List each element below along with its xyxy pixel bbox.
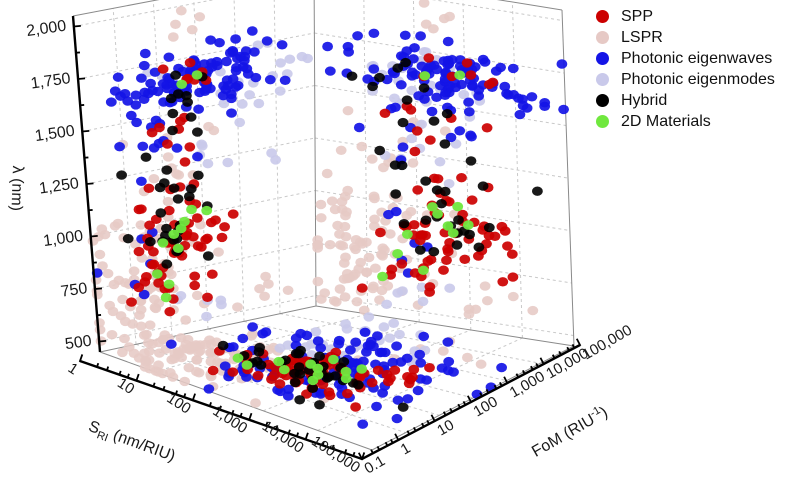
legend-item-2d-materials: 2D Materials: [596, 111, 775, 132]
lambda-title-text: λ (nm): [7, 165, 27, 212]
svg-text:100,000: 100,000: [580, 322, 635, 364]
legend-item-lspr: LSPR: [596, 27, 775, 48]
legend-label-photonic-eigenwaves: Photonic eigenwaves: [621, 49, 773, 67]
legend-swatch-2d-materials-icon: [596, 115, 609, 128]
svg-text:500: 500: [64, 333, 93, 354]
legend-swatch-spp-icon: [596, 10, 609, 23]
svg-text:1: 1: [398, 440, 414, 459]
svg-text:1,750: 1,750: [30, 70, 72, 92]
fom-axis-ticks: [357, 338, 582, 461]
svg-text:100,000: 100,000: [308, 433, 363, 477]
legend-label-spp: SPP: [621, 7, 654, 25]
legend: SPP LSPR Photonic eigenwaves Photonic ei…: [596, 6, 775, 132]
legend-swatch-lspr-icon: [596, 31, 609, 44]
lambda-axis-labels: 500 750 1,000 1,250 1,500 1,750 2,000: [25, 18, 93, 354]
legend-label-photonic-eigenmodes: Photonic eigenmodes: [621, 70, 775, 88]
legend-item-hybrid: Hybrid: [596, 90, 775, 111]
svg-text:1,000: 1,000: [210, 402, 251, 437]
svg-text:2,000: 2,000: [25, 18, 67, 40]
legend-item-photonic-eigenwaves: Photonic eigenwaves: [596, 48, 775, 69]
legend-label-hybrid: Hybrid: [621, 91, 668, 109]
lambda-axis-ticks: [73, 25, 107, 343]
svg-text:10: 10: [434, 416, 457, 439]
sri-axis-ticks: [78, 354, 366, 461]
legend-swatch-hybrid-icon: [596, 94, 609, 107]
svg-text:1,500: 1,500: [34, 123, 76, 145]
legend-label-lspr: LSPR: [621, 28, 663, 46]
legend-item-photonic-eigenmodes: Photonic eigenmodes: [596, 69, 775, 90]
svg-text:1,250: 1,250: [38, 175, 80, 197]
legend-item-spp: SPP: [596, 6, 775, 27]
svg-text:1,000: 1,000: [42, 228, 84, 250]
axis-title-lambda: λ (nm): [6, 165, 26, 211]
svg-text:1: 1: [65, 360, 81, 379]
legend-label-2d-materials: 2D Materials: [621, 112, 711, 130]
svg-text:10: 10: [114, 375, 137, 398]
legend-swatch-photonic-eigenmodes-icon: [596, 73, 609, 86]
legend-swatch-photonic-eigenwaves-icon: [596, 52, 609, 65]
series-2d-materials: [151, 70, 474, 386]
svg-text:750: 750: [60, 280, 89, 301]
svg-text:100: 100: [164, 390, 194, 418]
